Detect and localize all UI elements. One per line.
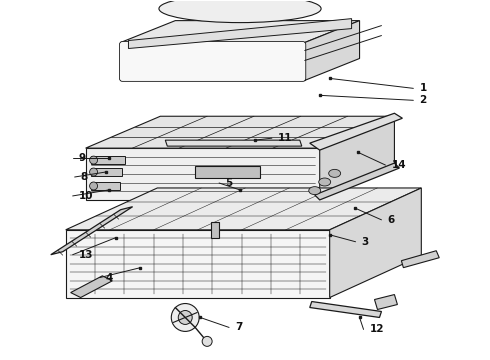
Polygon shape [121,21,360,42]
Text: 2: 2 [419,95,427,105]
Polygon shape [51,207,133,255]
Polygon shape [128,19,352,49]
Polygon shape [401,251,439,268]
Text: 11: 11 [278,133,293,143]
Polygon shape [305,21,360,80]
Polygon shape [211,222,219,238]
Polygon shape [319,116,394,200]
Polygon shape [71,276,112,298]
Text: 14: 14 [392,160,406,170]
Ellipse shape [90,182,98,190]
Polygon shape [310,302,382,318]
Polygon shape [86,148,319,200]
Ellipse shape [159,0,321,23]
Polygon shape [195,166,260,178]
Ellipse shape [309,186,321,195]
Ellipse shape [90,156,98,164]
Text: 3: 3 [362,237,369,247]
Text: 4: 4 [105,273,113,283]
Text: 13: 13 [78,250,93,260]
Ellipse shape [318,178,331,186]
FancyBboxPatch shape [120,41,306,81]
Polygon shape [330,188,421,298]
Polygon shape [66,188,421,230]
Text: 10: 10 [78,191,93,201]
Ellipse shape [329,169,341,177]
Circle shape [172,303,199,332]
Circle shape [178,310,192,324]
Polygon shape [165,140,302,146]
Text: 1: 1 [419,84,427,93]
Polygon shape [91,156,125,164]
Ellipse shape [90,168,98,176]
Text: 9: 9 [78,153,86,163]
Text: 7: 7 [235,323,243,332]
Polygon shape [66,230,330,298]
Polygon shape [86,116,394,148]
Circle shape [202,336,212,346]
Polygon shape [374,294,397,310]
Text: 8: 8 [81,172,88,182]
Polygon shape [310,113,402,150]
Text: 12: 12 [369,324,384,334]
Text: 6: 6 [388,215,395,225]
Polygon shape [315,163,399,200]
Polygon shape [91,168,122,176]
Polygon shape [121,42,305,80]
Polygon shape [91,182,121,190]
Text: 5: 5 [225,178,232,188]
